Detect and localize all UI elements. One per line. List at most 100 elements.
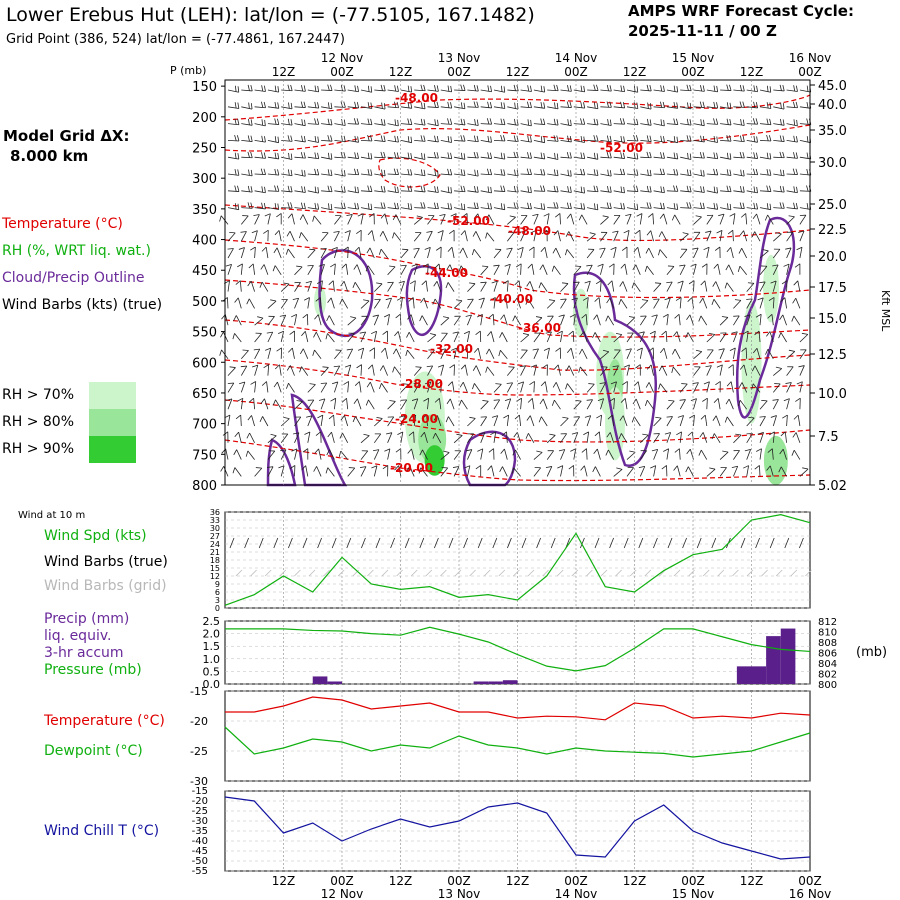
wind-barb-flag-40-0 [769, 86, 772, 93]
wind-barb-flag2-23-6 [540, 185, 543, 192]
wind-barb-28-11 [600, 264, 604, 275]
wind-barb-13-4 [400, 156, 412, 160]
wind-barb-37-0 [720, 89, 732, 91]
wind-barb-flag2-43-3 [806, 136, 809, 143]
wind-barb-39-1 [746, 106, 758, 109]
wind-barb-flag-31-2 [649, 119, 652, 126]
wind-barb-flag-18-7 [476, 202, 479, 209]
wind-barb-flag-34-21 [676, 431, 682, 436]
wind-barb-6-4 [307, 156, 319, 160]
wind-barb-flag-8-22 [326, 449, 330, 456]
wind-barb-flag-29-3 [623, 136, 625, 143]
wind-barb-flag2-32-5 [659, 168, 663, 175]
wind-barb-flag-42-8 [788, 215, 795, 218]
surface-wind-barb-0 [229, 537, 235, 549]
wind-barb-35-18 [693, 382, 699, 393]
wind-barb-flag-28-6 [609, 186, 612, 193]
wind-barb-flag-41-22 [767, 448, 773, 453]
wind-barb-flag2-37-2 [726, 118, 729, 125]
wind-barb-flag-16-16 [439, 348, 446, 351]
wind-barb-26-8 [570, 213, 575, 225]
wind-barb-flag2-21-4 [513, 151, 516, 158]
wind-barb-22-23 [513, 467, 521, 477]
temperature-contour-label-7: -32.00 [430, 342, 473, 356]
wind-barb-25-19 [554, 399, 561, 410]
wind-barb-18-3 [467, 140, 479, 143]
wind-barb-37-8 [719, 213, 725, 225]
wind-barb-flag-7-2 [330, 118, 333, 126]
wind-barb-17-10 [451, 247, 455, 259]
wind-barb-flag-35-15 [685, 332, 689, 339]
wind-barb-flag-23-10 [528, 246, 535, 251]
wind-barb-38-15 [733, 331, 738, 343]
cloud-outline-5 [266, 438, 297, 487]
wind-barb-14-14 [410, 314, 415, 326]
wind-barb-flag-21-16 [498, 350, 501, 357]
wind-barb-27-12 [586, 280, 591, 292]
wind-barb-flag2-4-4 [288, 152, 290, 159]
wind-barb-1-13 [237, 297, 242, 309]
wind-barb-flag-27-1 [596, 102, 599, 109]
wind-barb-flag-2-17 [252, 364, 258, 368]
wind-barb-flag-11-4 [383, 151, 386, 158]
height-tick-9: 12.5 [818, 348, 847, 363]
wind-barb-5-18 [288, 382, 295, 393]
bottom-time-label-9: 00Z [798, 874, 822, 888]
wind-barb-flag-43-18 [796, 381, 803, 385]
wind-barb-15-11 [427, 263, 429, 275]
temperature-contour-label-2: -52.00 [447, 214, 490, 228]
chill-y-tick-8: -55 [192, 866, 208, 877]
wind-barb-flag-26-8 [566, 213, 572, 219]
wind-barb-23-5 [533, 173, 545, 176]
wind-barb-flag-13-13 [396, 297, 403, 301]
surface-wind-barb-8 [346, 537, 352, 549]
wind-barb-flag2-1-3 [247, 135, 250, 142]
wind-barb-12-11 [387, 266, 396, 276]
wind-barb-21-2 [507, 123, 519, 126]
precip-bar-8 [780, 628, 796, 684]
wind-barb-8-1 [334, 106, 346, 108]
wind-barb-26-19 [573, 400, 582, 410]
wind-barb-13-8 [395, 214, 402, 225]
surface-grid-barb-22 [556, 569, 564, 577]
wind-barb-flag-36-15 [708, 332, 715, 335]
wind-barb-flag2-17-0 [460, 84, 463, 91]
wind-barb-flag-3-10 [261, 246, 267, 252]
wind-barb-flag-21-10 [506, 247, 513, 250]
wind-barb-flag-8-5 [343, 170, 346, 177]
wind-barb-flag-10-8 [357, 213, 364, 217]
wind-barb-9-6 [347, 190, 359, 194]
wind-barb-39-4 [746, 156, 758, 159]
wind-barb-flag-32-18 [645, 382, 650, 388]
wind-barb-41-21 [772, 431, 775, 443]
wind-barb-flag-38-15 [731, 331, 738, 334]
wind-barb-43-3 [799, 140, 811, 144]
wind-barb-flag-35-14 [686, 314, 691, 320]
wind-barb-30-22 [626, 451, 636, 460]
wind-barb-39-15 [746, 331, 749, 343]
wind-barb-13-10 [400, 249, 409, 259]
wind-barb-flag-9-22 [338, 450, 342, 457]
wind-barb-flag-23-18 [529, 381, 535, 386]
wind-barb-9-1 [347, 106, 359, 109]
temp-y-tick--20: -20 [190, 715, 208, 728]
wind-barb-flag-3-7 [277, 203, 280, 210]
wind-barb-42-9 [786, 231, 794, 242]
wind-barb-flag2-33-3 [673, 136, 676, 143]
wind-barb-flag2-18-2 [474, 119, 476, 126]
wind-barb-flag-0-15 [220, 331, 224, 338]
wind-barb-43-18 [799, 381, 803, 393]
wind-barb-27-10 [586, 249, 595, 259]
wind-barb-0-15 [222, 331, 229, 343]
wind-barb-flag2-0-6 [234, 185, 237, 192]
wind-barb-flag-12-18 [379, 383, 382, 390]
wind-barb-11-10 [369, 247, 375, 259]
wind-barb-flag-27-5 [596, 169, 599, 176]
wind-barb-flag-2-19 [248, 397, 254, 403]
height-axis-title: Kft MSL [879, 290, 892, 332]
wind-barb-flag-5-21 [293, 432, 300, 435]
wind-barb-flag-22-17 [519, 365, 526, 368]
wind-barb-40-9 [754, 231, 761, 242]
precip-y-tick-4: 2.0 [203, 628, 221, 641]
wind-barb-flag2-26-3 [580, 135, 583, 143]
